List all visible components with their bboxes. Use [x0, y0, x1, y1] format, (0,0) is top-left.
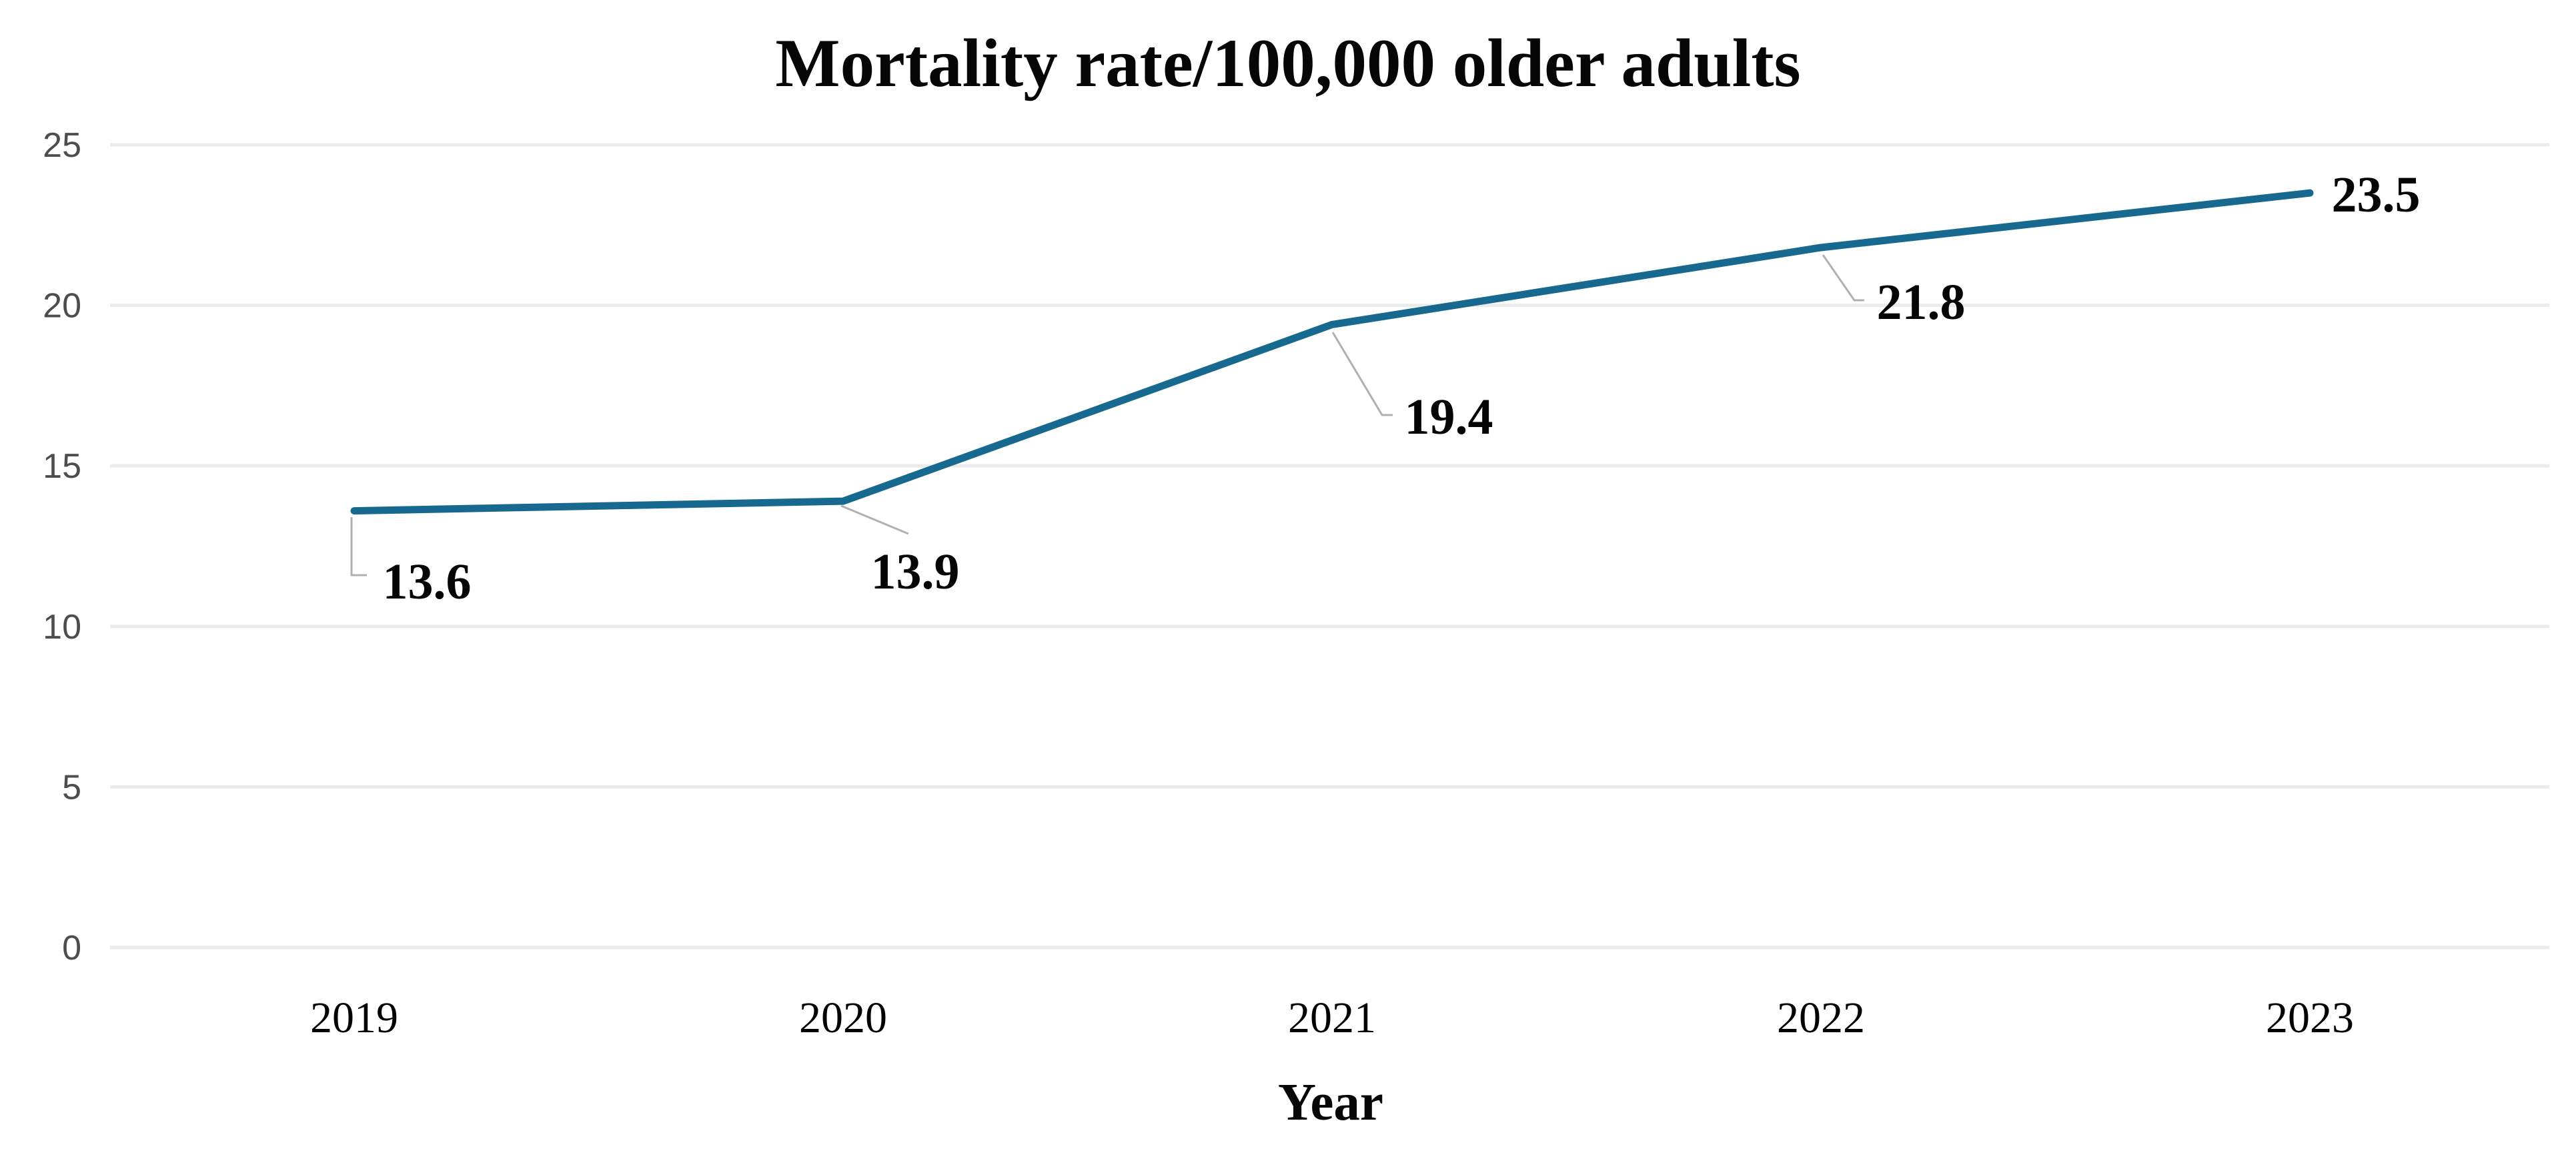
point-label: 13.6 — [383, 554, 472, 610]
x-axis-tick-label: 2020 — [799, 994, 887, 1042]
y-axis-tick-label: 5 — [62, 768, 81, 807]
point-label: 23.5 — [2332, 167, 2421, 223]
x-axis-tick-label: 2019 — [310, 994, 398, 1042]
x-axis-tick-label: 2023 — [2266, 994, 2354, 1042]
y-axis-tick-label: 15 — [43, 447, 81, 486]
leader-line — [1822, 254, 1864, 302]
y-axis-tick-label: 20 — [43, 287, 81, 326]
mortality-trend-line — [350, 189, 2314, 515]
x-axis-title: Year — [1278, 1074, 1383, 1132]
point-label: 13.9 — [871, 544, 960, 600]
point-label: 21.8 — [1877, 274, 1966, 330]
y-axis-tick-label: 0 — [62, 929, 81, 968]
leader-line — [840, 504, 909, 535]
point-label: 19.4 — [1405, 389, 1493, 445]
chart-title: Mortality rate/100,000 older adults — [775, 25, 1801, 101]
y-axis-tick-label: 10 — [43, 608, 81, 647]
x-axis-tick-label: 2021 — [1288, 994, 1376, 1042]
y-axis-tick-label: 25 — [43, 126, 81, 165]
leader-line — [1331, 332, 1393, 416]
leader-line — [350, 517, 367, 576]
x-axis-tick-label: 2022 — [1777, 994, 1865, 1042]
